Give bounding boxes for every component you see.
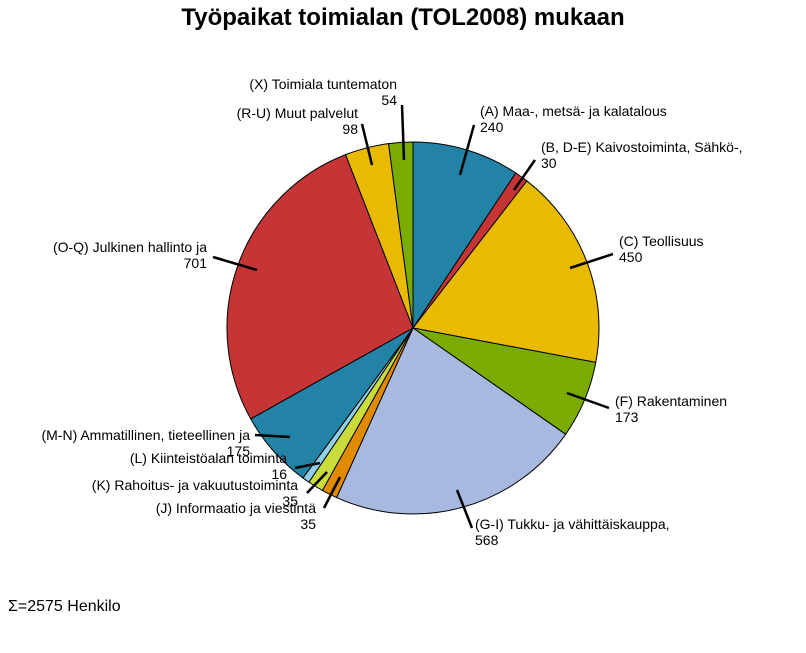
slice-name-label: (X) Toimiala tuntematon — [249, 76, 397, 92]
leader-line — [512, 159, 537, 191]
slice-value-label: 35 — [282, 493, 298, 509]
leader-line — [458, 124, 476, 176]
leader-line — [322, 476, 342, 509]
slice-name-label: (O-Q) Julkinen hallinto ja — [53, 239, 207, 255]
slice-name-label: (M-N) Ammatillinen, tieteellinen ja — [41, 427, 250, 443]
leader-line — [294, 461, 321, 470]
slice-name-label: (G-I) Tukku- ja vähittäiskauppa, — [475, 516, 670, 532]
chart-title: Työpaikat toimialan (TOL2008) mukaan — [181, 4, 625, 31]
slice-name-label: (J) Informaatio ja viestintä — [156, 500, 316, 516]
total-label: Σ=2575 Henkilo — [8, 598, 121, 615]
leader-line — [360, 123, 374, 166]
pie-slices — [226, 141, 600, 515]
slice-value-label: 701 — [184, 255, 208, 271]
slice-value-label: 450 — [619, 249, 643, 265]
slice-value-label: 173 — [615, 409, 639, 425]
slice-name-label: (F) Rakentaminen — [615, 393, 727, 409]
leader-line — [254, 433, 291, 439]
slice-value-label: 30 — [541, 155, 557, 171]
slice-name-label: (C) Teollisuus — [619, 233, 704, 249]
leader-line — [212, 255, 258, 272]
slice-value-label: 16 — [271, 466, 287, 482]
slice-name-label: (A) Maa-, metsä- ja kalatalous — [480, 103, 667, 119]
leader-line — [566, 391, 610, 410]
slice-value-label: 35 — [300, 516, 316, 532]
leader-line — [569, 252, 614, 270]
slice-name-label: (B, D-E) Kaivostoiminta, Sähkö-, — [541, 139, 743, 155]
slice-name-label: (K) Rahoitus- ja vakuutustoiminta — [92, 477, 298, 493]
slice-name-label: (L) Kiinteistöalan toiminta — [130, 450, 287, 466]
slice-value-label: 240 — [480, 119, 504, 135]
leader-line — [306, 471, 328, 494]
slice-value-label: 175 — [227, 443, 251, 459]
leader-line — [455, 489, 474, 529]
slice-value-label: 54 — [381, 92, 397, 108]
slice-value-label: 98 — [342, 121, 358, 137]
slice-name-label: (R-U) Muut palvelut — [237, 105, 358, 121]
leader-line — [400, 104, 406, 161]
pie-slice — [387, 141, 414, 329]
slice-value-label: 568 — [475, 532, 499, 548]
